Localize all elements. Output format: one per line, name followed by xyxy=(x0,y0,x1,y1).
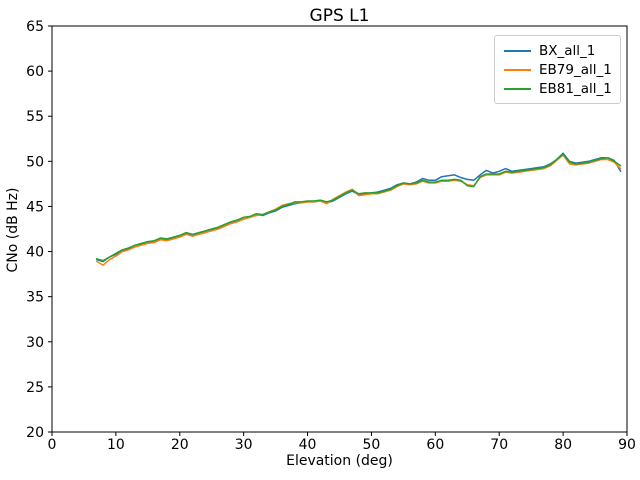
y-tick-label: 50 xyxy=(26,154,44,170)
y-tick-label: 40 xyxy=(26,245,44,261)
y-tick-label: 30 xyxy=(26,335,44,351)
x-tick-label: 90 xyxy=(618,437,636,453)
series-line-EB81_all_1 xyxy=(95,153,622,262)
y-tick-label: 55 xyxy=(26,109,44,125)
legend-label: BX_all_1 xyxy=(539,42,596,59)
legend: BX_all_1 EB79_all_1 EB81_all_1 xyxy=(494,35,621,104)
x-axis-label: Elevation (deg) xyxy=(286,453,393,469)
x-tick-label: 70 xyxy=(490,437,508,453)
x-tick-label: 40 xyxy=(299,437,317,453)
y-tick-label: 35 xyxy=(26,290,44,306)
legend-line-swatch xyxy=(504,87,531,90)
legend-item: EB81_all_1 xyxy=(504,79,612,98)
legend-item: EB79_all_1 xyxy=(504,60,612,79)
series-line-EB79_all_1 xyxy=(95,154,622,266)
legend-label: EB81_all_1 xyxy=(539,80,612,97)
y-tick-label: 60 xyxy=(26,64,44,80)
y-axis-label: CNo (dB Hz) xyxy=(5,187,21,273)
legend-line-swatch xyxy=(504,68,531,71)
y-tick-label: 45 xyxy=(26,199,44,215)
y-tick-label: 65 xyxy=(26,19,44,35)
x-tick-label: 50 xyxy=(363,437,381,453)
x-tick-label: 80 xyxy=(554,437,572,453)
x-tick-label: 30 xyxy=(235,437,253,453)
legend-item: BX_all_1 xyxy=(504,41,611,60)
x-tick-label: 0 xyxy=(48,437,57,453)
x-tick-label: 60 xyxy=(426,437,444,453)
axes-frame xyxy=(51,25,628,433)
chart-title: GPS L1 xyxy=(309,6,370,26)
y-tick-label: 20 xyxy=(26,425,44,441)
legend-label: EB79_all_1 xyxy=(539,61,612,78)
x-tick-label: 10 xyxy=(107,437,125,453)
x-tick-label: 20 xyxy=(171,437,189,453)
legend-line-swatch xyxy=(504,49,531,52)
y-tick-label: 25 xyxy=(26,380,44,396)
